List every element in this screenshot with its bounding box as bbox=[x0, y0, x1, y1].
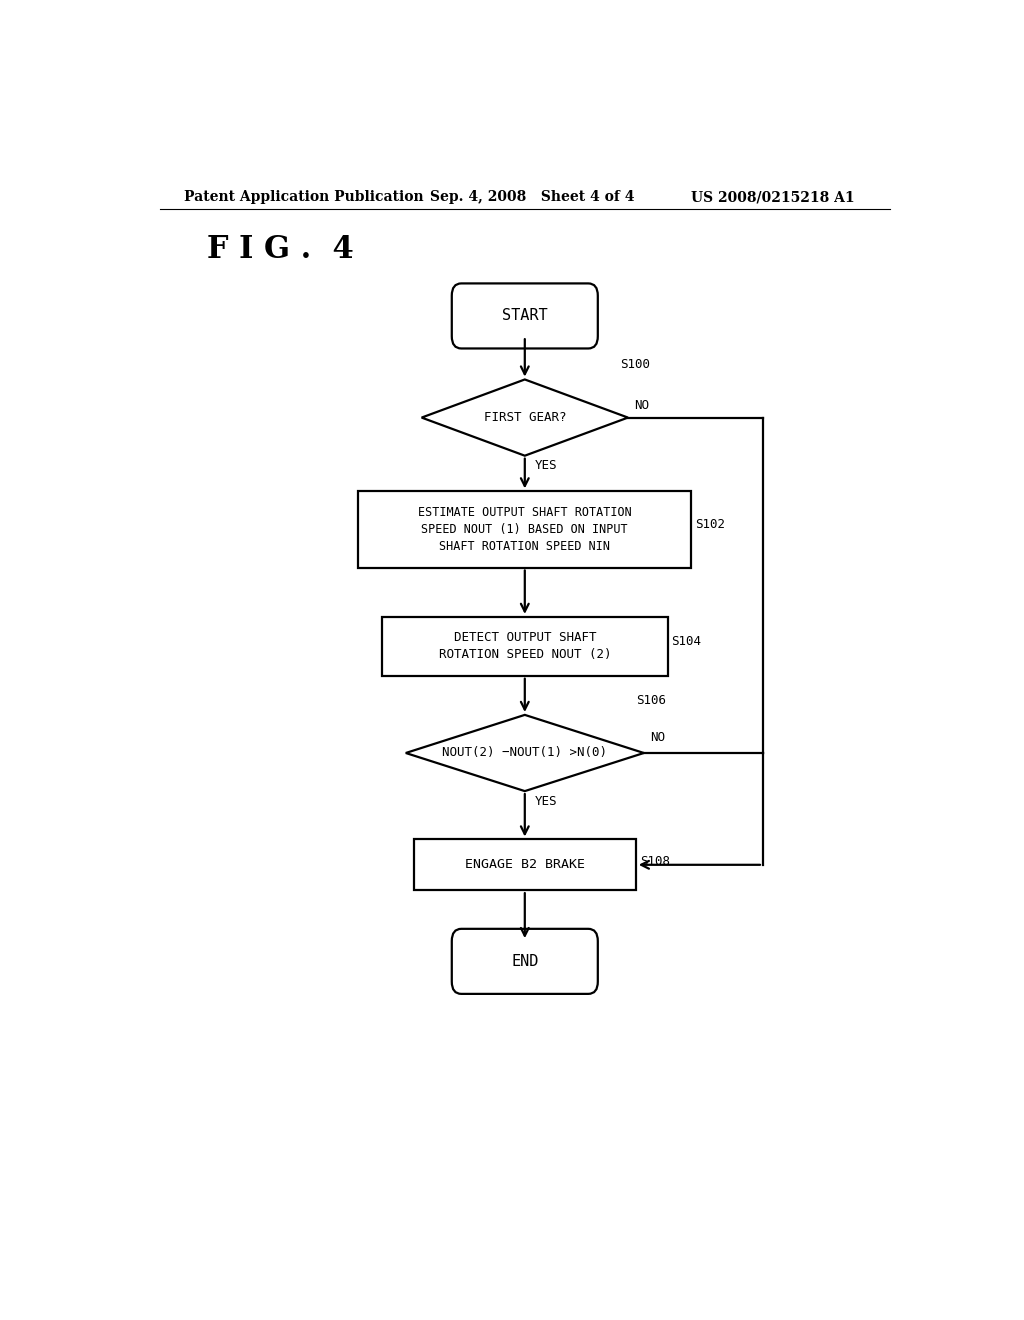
Bar bbox=[358, 491, 691, 568]
Text: S100: S100 bbox=[620, 358, 650, 371]
Text: FIRST GEAR?: FIRST GEAR? bbox=[483, 411, 566, 424]
Text: ESTIMATE OUTPUT SHAFT ROTATION
SPEED NOUT (1) BASED ON INPUT
SHAFT ROTATION SPEE: ESTIMATE OUTPUT SHAFT ROTATION SPEED NOU… bbox=[418, 506, 632, 553]
Text: S106: S106 bbox=[636, 694, 666, 706]
FancyBboxPatch shape bbox=[452, 929, 598, 994]
Text: START: START bbox=[502, 309, 548, 323]
Text: Patent Application Publication: Patent Application Publication bbox=[183, 190, 423, 205]
Text: DETECT OUTPUT SHAFT
ROTATION SPEED NOUT (2): DETECT OUTPUT SHAFT ROTATION SPEED NOUT … bbox=[438, 631, 611, 661]
Text: NOUT(2) −NOUT(1) >N(0): NOUT(2) −NOUT(1) >N(0) bbox=[442, 747, 607, 759]
Text: F I G .  4: F I G . 4 bbox=[207, 235, 354, 265]
FancyBboxPatch shape bbox=[452, 284, 598, 348]
Polygon shape bbox=[422, 379, 628, 455]
Text: END: END bbox=[511, 954, 539, 969]
Text: S108: S108 bbox=[640, 855, 670, 869]
Text: S102: S102 bbox=[695, 517, 725, 531]
Bar bbox=[414, 840, 636, 890]
Text: S104: S104 bbox=[672, 635, 701, 648]
Text: NO: NO bbox=[634, 399, 649, 412]
Text: YES: YES bbox=[536, 795, 558, 808]
Text: ENGAGE B2 BRAKE: ENGAGE B2 BRAKE bbox=[465, 858, 585, 871]
Bar bbox=[382, 616, 668, 676]
Polygon shape bbox=[406, 715, 644, 791]
Text: NO: NO bbox=[650, 731, 666, 744]
Text: Sep. 4, 2008   Sheet 4 of 4: Sep. 4, 2008 Sheet 4 of 4 bbox=[430, 190, 634, 205]
Text: YES: YES bbox=[536, 459, 558, 473]
Text: US 2008/0215218 A1: US 2008/0215218 A1 bbox=[691, 190, 855, 205]
